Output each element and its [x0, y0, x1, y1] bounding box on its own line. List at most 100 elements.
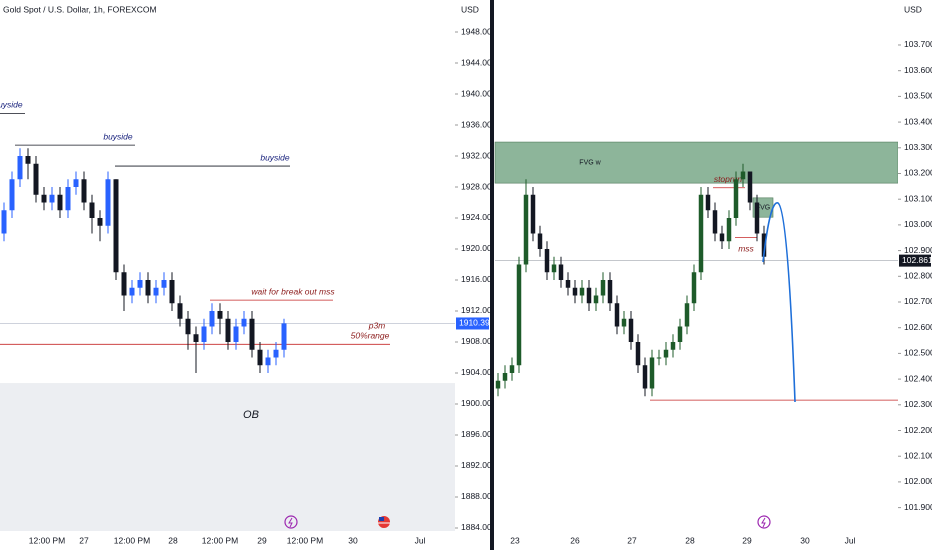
candle-body [698, 194, 704, 273]
last-price-box [899, 254, 931, 267]
y-tick-label: 1916.00 [461, 274, 492, 284]
annotation-label: wait for break out mss [251, 286, 335, 296]
alert-icon[interactable] [284, 515, 298, 529]
candle-body [747, 171, 753, 203]
price-axis [898, 0, 932, 550]
y-tick-label: 1940.00 [461, 88, 492, 98]
candle-body [593, 295, 599, 304]
x-tick-label: 26 [570, 535, 580, 545]
candle-body [113, 179, 119, 273]
candle-body [509, 365, 515, 373]
candle-body [233, 326, 239, 342]
axis-unit: USD [461, 4, 479, 14]
candle-body [241, 318, 247, 327]
y2-tick-label: 103.400 [904, 116, 932, 126]
y2-tick-label: 102.900 [904, 245, 932, 255]
candle-body [225, 318, 231, 342]
candle-body [558, 264, 564, 280]
candle-body [530, 194, 536, 234]
candle-body [1, 210, 7, 234]
candle-body [712, 210, 718, 234]
candle-body [705, 194, 711, 211]
zone-label: FVG [756, 204, 770, 211]
y-tick-label: 1920.00 [461, 243, 492, 253]
candle-body [642, 365, 648, 389]
zone-label: FVG w [579, 159, 601, 166]
y-tick-label: 1908.00 [461, 336, 492, 346]
candle-body [17, 156, 23, 180]
candle-body [677, 326, 683, 342]
y2-tick-label: 102.800 [904, 271, 932, 281]
y2-tick-label: 101.900 [904, 502, 932, 512]
candle-body [523, 194, 529, 265]
x-tick-label: 12:00 PM [114, 535, 150, 545]
y-tick-label: 1904.00 [461, 367, 492, 377]
y2-tick-label: 102.400 [904, 373, 932, 383]
y2-tick-label: 103.300 [904, 142, 932, 152]
x-tick-label: 27 [79, 535, 89, 545]
y2-tick-label: 102.300 [904, 399, 932, 409]
candle-body [649, 357, 655, 389]
candle-body [257, 349, 263, 366]
time-axis [0, 531, 455, 550]
candle-body [544, 248, 550, 273]
y-tick-label: 1924.00 [461, 212, 492, 222]
candle-body [121, 272, 127, 296]
candle-body [177, 303, 183, 319]
candle-body [89, 202, 95, 218]
candle-body [169, 279, 175, 304]
alert-icon[interactable] [757, 515, 771, 529]
candle-body [65, 187, 71, 211]
candle-body [719, 233, 725, 242]
annotation-label: mss [738, 244, 754, 254]
candle-body [565, 279, 571, 288]
candle-body [81, 179, 87, 203]
candle-body [217, 310, 223, 319]
y-tick-label: 1892.00 [461, 460, 492, 470]
y-tick-label: 1948.00 [461, 26, 492, 36]
last-price-label: 102.861 [902, 255, 932, 265]
time-axis [495, 531, 898, 550]
y-tick-label: 1888.00 [461, 491, 492, 501]
axis-unit: USD [904, 4, 922, 14]
candle-body [49, 194, 55, 203]
candle-body [33, 163, 39, 195]
y2-tick-label: 102.500 [904, 348, 932, 358]
y-tick-label: 1900.00 [461, 398, 492, 408]
candle-body [137, 279, 143, 288]
candle-body [628, 318, 634, 342]
candle-body [607, 279, 613, 304]
left-chart: OB USD 1948.00 1944.00 1940.00 1936.00 1932.00… [0, 0, 492, 550]
candle-body [670, 341, 676, 350]
x-tick-label: 30 [800, 535, 810, 545]
annotation-label: 50%range [351, 331, 390, 341]
y-tick-label: 1936.00 [461, 119, 492, 129]
candle-body [691, 272, 697, 304]
x-tick-label: 12:00 PM [202, 535, 238, 545]
y2-tick-label: 102.700 [904, 296, 932, 306]
x-tick-label: 27 [627, 535, 637, 545]
y-tick-label: 1944.00 [461, 57, 492, 67]
candle-body [281, 323, 287, 350]
candle-body [656, 357, 662, 359]
candle-body [201, 326, 207, 342]
right-chart: FVG w FVG USD 103.700 103.600 103.500 103.400 1… [494, 0, 932, 550]
flag-icon[interactable] [378, 516, 390, 528]
y2-tick-label: 103.100 [904, 193, 932, 203]
candle-body [516, 264, 522, 366]
x-tick-label: Jul [845, 535, 856, 545]
annotation-label: buyside [260, 152, 290, 162]
candle-body [684, 303, 690, 327]
candle-body [726, 217, 732, 242]
candle-body [57, 194, 63, 211]
zone-label: OB [243, 409, 259, 421]
candle-body [249, 318, 255, 350]
candle-body [614, 303, 620, 327]
candle-body [129, 287, 135, 296]
price-axis [455, 0, 490, 550]
y-tick-label: 1896.00 [461, 429, 492, 439]
annotation-label: buyside [103, 131, 133, 141]
candle-body [502, 372, 508, 381]
candle-body [105, 179, 111, 226]
